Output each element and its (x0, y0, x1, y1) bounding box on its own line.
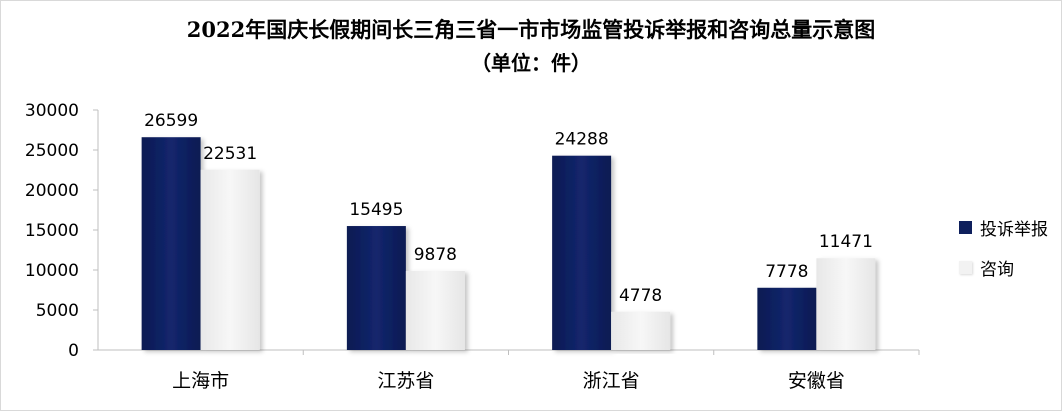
y-tick-label: 30000 (25, 101, 79, 121)
data-label: 22531 (203, 144, 257, 164)
legend-label-inquiry: 咨询 (980, 259, 1014, 280)
bar (552, 155, 612, 350)
legend-swatch-complaint (959, 220, 972, 234)
chart-title: 2022年国庆长假期间长三角三省一市市场监管投诉举报和咨询总量示意图 (186, 17, 876, 42)
bar (200, 169, 260, 350)
x-tick-label: 江苏省 (377, 370, 434, 392)
x-tick-label: 上海市 (172, 370, 229, 392)
y-tick-label: 15000 (25, 221, 79, 241)
legend: 投诉举报 咨询 (959, 213, 1048, 293)
legend-label-complaint: 投诉举报 (980, 219, 1048, 240)
bar (816, 258, 876, 350)
y-tick-label: 5000 (36, 301, 79, 321)
x-tick-label: 浙江省 (583, 370, 640, 392)
bar (141, 137, 201, 350)
data-label: 26599 (144, 111, 198, 131)
data-label: 9878 (414, 245, 457, 265)
y-tick-label: 20000 (25, 181, 79, 201)
bar (405, 270, 465, 350)
legend-item-inquiry: 咨询 (959, 253, 1048, 281)
data-label: 4778 (619, 286, 662, 306)
y-tick-label: 10000 (25, 261, 79, 281)
bar (346, 226, 406, 350)
data-label: 11471 (819, 232, 873, 252)
bar (611, 311, 671, 350)
data-label: 15495 (349, 200, 403, 220)
data-label: 24288 (555, 130, 609, 150)
legend-item-complaint: 投诉举报 (959, 213, 1048, 241)
data-label: 7778 (765, 262, 808, 282)
bar (757, 287, 817, 350)
x-tick-label: 安徽省 (788, 370, 845, 392)
legend-swatch-inquiry (959, 260, 972, 274)
y-tick-label: 25000 (25, 141, 79, 161)
chart-subtitle: （单位：件） (471, 51, 591, 75)
y-tick-label: 0 (68, 341, 79, 361)
